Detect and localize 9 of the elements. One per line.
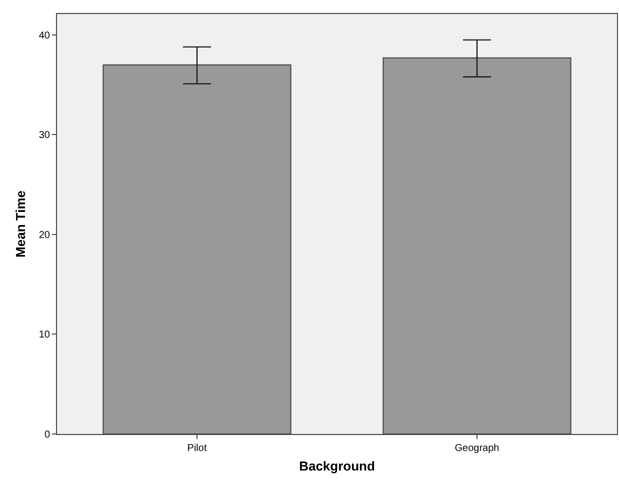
y-tick-label: 30 xyxy=(38,130,50,142)
x-tick-label: Pilot xyxy=(187,443,207,454)
y-tick-label: 40 xyxy=(38,30,50,42)
x-axis-title: Background xyxy=(299,458,375,474)
y-tick-label: 10 xyxy=(38,330,50,341)
x-tick-label: Geograph xyxy=(454,443,500,454)
y-tick-label: 20 xyxy=(38,230,50,241)
y-tick-label: 0 xyxy=(44,430,50,440)
y-axis-title: Mean Time xyxy=(12,190,28,258)
